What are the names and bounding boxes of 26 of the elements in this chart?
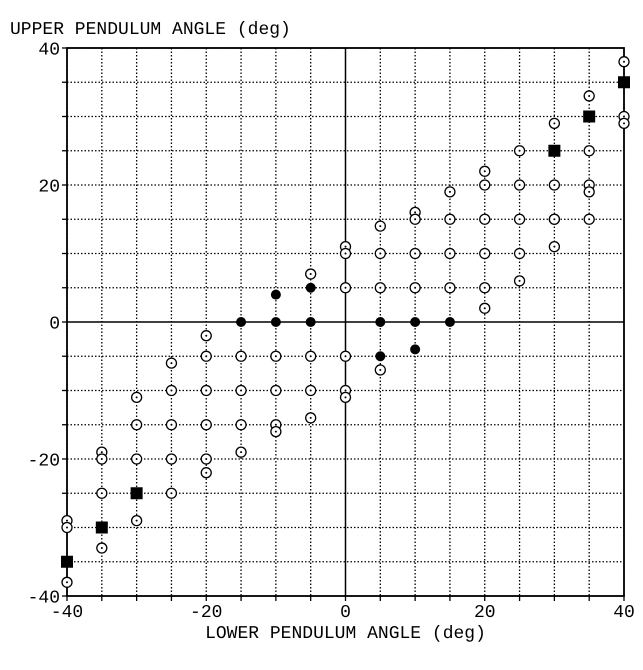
- point: [270, 290, 281, 300]
- point: [306, 317, 316, 327]
- y-tick-label: 0: [49, 314, 60, 334]
- point: [130, 487, 143, 500]
- point: [548, 144, 560, 157]
- point: [444, 317, 455, 327]
- x-tick-label: 20: [474, 603, 496, 623]
- point: [618, 76, 630, 88]
- point: [410, 344, 420, 354]
- x-tick-label: 0: [340, 603, 351, 623]
- point: [96, 522, 108, 534]
- point: [410, 317, 420, 327]
- y-tick-label: -20: [28, 451, 60, 472]
- x-tick-label: -20: [190, 603, 222, 623]
- point: [61, 556, 73, 568]
- x-axis-title: LOWER PENDULUM ANGLE (deg): [205, 624, 486, 644]
- point: [236, 317, 246, 327]
- point: [270, 317, 281, 327]
- y-tick-label: 40: [38, 40, 60, 60]
- y-axis-title: UPPER PENDULUM ANGLE (deg): [10, 20, 291, 40]
- point: [375, 317, 386, 327]
- point: [583, 110, 596, 122]
- x-tick-label: 40: [613, 603, 635, 623]
- point: [306, 282, 316, 293]
- y-tick-label: 20: [38, 177, 60, 198]
- point: [375, 351, 386, 362]
